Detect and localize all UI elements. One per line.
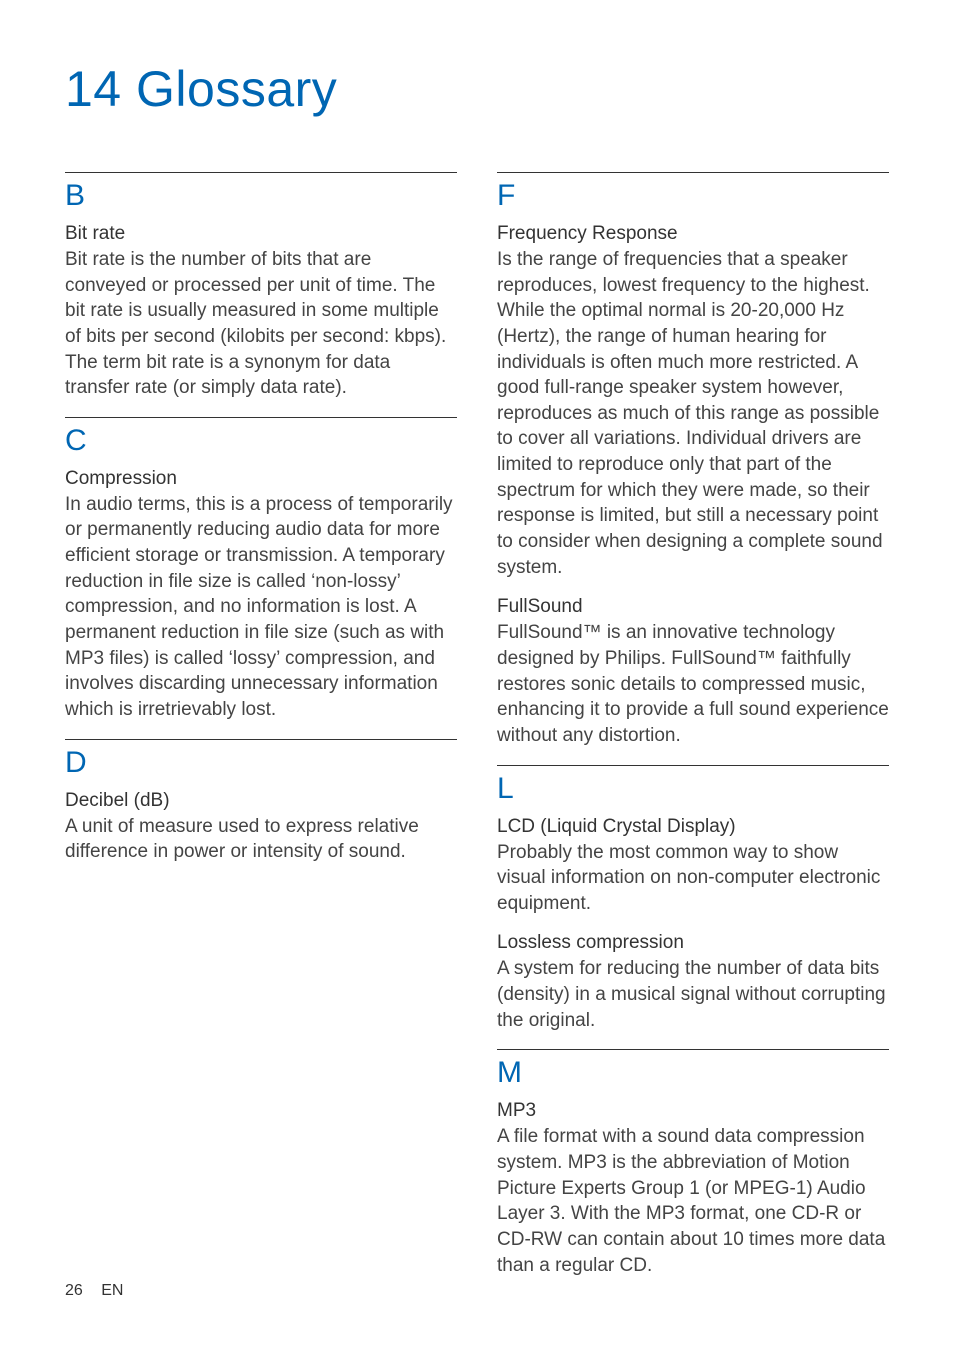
page-footer: 26 EN [65,1282,123,1300]
divider [65,739,457,740]
divider [65,172,457,173]
left-column: B Bit rate Bit rate is the number of bit… [65,156,457,1294]
term-fullsound: FullSound [497,596,889,618]
columns-container: B Bit rate Bit rate is the number of bit… [65,156,889,1294]
def-frequency-response: Is the range of frequencies that a speak… [497,247,889,580]
def-fullsound: FullSound™ is an innovative technology d… [497,620,889,748]
right-column: F Frequency Response Is the range of fre… [497,156,889,1294]
letter-d-heading: D [65,746,457,780]
letter-c-heading: C [65,424,457,458]
letter-m-heading: M [497,1056,889,1090]
def-lcd: Probably the most common way to show vis… [497,840,889,917]
divider [497,172,889,173]
term-frequency-response: Frequency Response [497,223,889,245]
term-bit-rate: Bit rate [65,223,457,245]
term-lossless: Lossless compression [497,932,889,954]
page-title: 14 Glossary [65,60,889,118]
term-compression: Compression [65,468,457,490]
def-decibel: A unit of measure used to express relati… [65,814,457,865]
def-mp3: A file format with a sound data compress… [497,1124,889,1278]
term-mp3: MP3 [497,1100,889,1122]
language-code: EN [101,1282,123,1299]
term-decibel: Decibel (dB) [65,790,457,812]
def-compression: In audio terms, this is a process of tem… [65,492,457,723]
term-lcd: LCD (Liquid Crystal Display) [497,816,889,838]
divider [497,1049,889,1050]
letter-b-heading: B [65,179,457,213]
def-lossless: A system for reducing the number of data… [497,956,889,1033]
def-bit-rate: Bit rate is the number of bits that are … [65,247,457,401]
page-number: 26 [65,1282,83,1299]
divider [497,765,889,766]
letter-f-heading: F [497,179,889,213]
letter-l-heading: L [497,772,889,806]
divider [65,417,457,418]
